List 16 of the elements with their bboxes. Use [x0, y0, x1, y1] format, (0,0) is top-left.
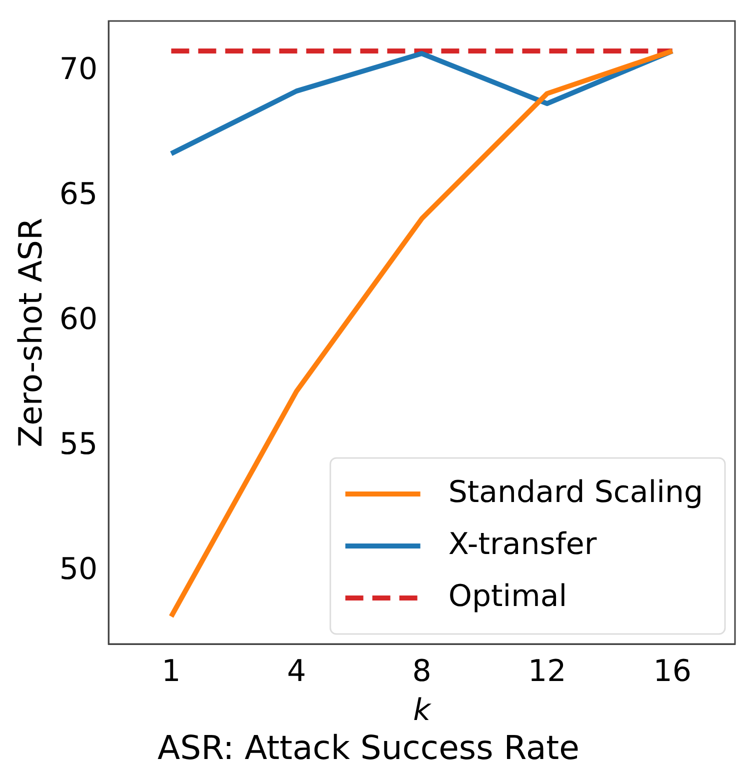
x-tick-label: 4: [286, 654, 306, 689]
y-axis-title: Zero-shot ASR: [12, 218, 50, 448]
x-tick-label: 1: [162, 654, 181, 689]
y-tick-label: 50: [59, 552, 98, 588]
legend-label: Standard Scaling: [448, 474, 704, 510]
y-tick-label: 65: [59, 176, 98, 212]
y-tick-label: 70: [59, 52, 98, 87]
x-tick-label: 16: [653, 654, 692, 689]
text: ASR: Attack Success Rate: [156, 728, 580, 767]
y-tick-label: 60: [59, 302, 98, 338]
legend-label: X-transfer: [448, 526, 598, 562]
legend-label: Optimal: [448, 578, 568, 614]
x-tick-label: 8: [412, 654, 432, 689]
x-axis-title: k: [413, 692, 432, 728]
x-tick-label: 12: [528, 654, 566, 689]
y-tick-label: 55: [59, 427, 98, 462]
